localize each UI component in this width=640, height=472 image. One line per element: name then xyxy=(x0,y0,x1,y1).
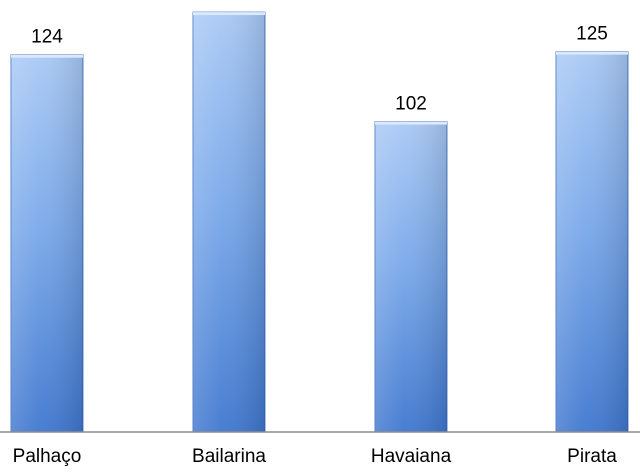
x-tick-label: Palhaço xyxy=(13,446,82,467)
bar-cap xyxy=(193,12,265,16)
data-label: 124 xyxy=(31,27,63,48)
bar-sheen xyxy=(375,121,447,432)
bar-sheen xyxy=(11,54,83,432)
x-tick-label: Havaiana xyxy=(371,446,452,467)
bar-cap xyxy=(556,51,628,55)
bar-havaiana xyxy=(374,121,448,433)
bar-cap xyxy=(375,121,447,125)
x-tick-label: Pirata xyxy=(567,446,617,467)
bar-cap xyxy=(11,54,83,58)
bars xyxy=(10,11,629,433)
bar-bailarina xyxy=(192,11,266,433)
x-tick-labels: Palhaço Bailarina Havaiana Pirata xyxy=(13,446,618,467)
data-labels: 124 138 102 125 xyxy=(31,0,608,115)
bar-pirata xyxy=(555,51,629,433)
data-label: 102 xyxy=(395,94,427,115)
data-label: 138 xyxy=(213,0,245,5)
bar-palha-o xyxy=(10,54,84,433)
x-tick-label: Bailarina xyxy=(192,446,266,467)
bar-sheen xyxy=(193,12,265,432)
data-label: 125 xyxy=(576,24,608,45)
bar-sheen xyxy=(556,51,628,433)
